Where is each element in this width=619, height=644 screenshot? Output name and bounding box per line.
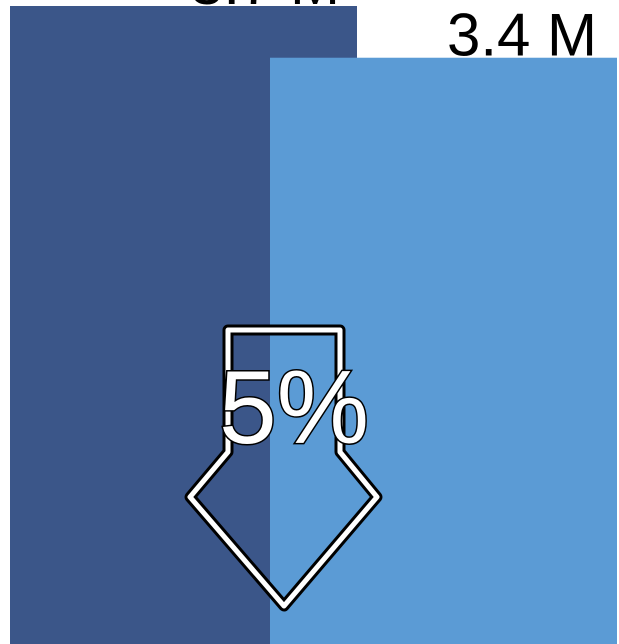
percent-change-label: 5%: [219, 350, 369, 466]
down-arrow-icon-inner: [187, 327, 380, 609]
data-labels-layer: 3.7 M 3.4 M: [190, 0, 597, 69]
change-annotation: 5%: [184, 324, 383, 612]
data-label-1: 3.7 M: [190, 0, 340, 17]
data-label-2: 3.4 M: [447, 2, 597, 69]
